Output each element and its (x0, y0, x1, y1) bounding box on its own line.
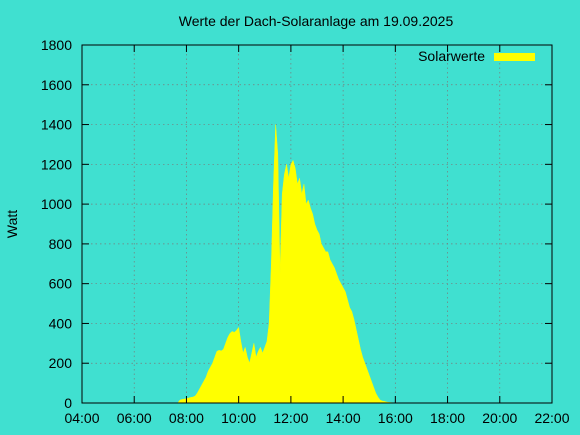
x-tick-label: 20:00 (482, 410, 517, 426)
legend-swatch (494, 53, 535, 61)
legend: Solarwerte (418, 48, 535, 64)
y-tick-label: 1400 (41, 117, 72, 133)
plot-frame (81, 44, 553, 404)
y-tick-label: 1600 (41, 77, 72, 93)
y-tick-label: 1800 (41, 37, 72, 53)
x-tick-label: 22:00 (534, 410, 569, 426)
x-tick-label: 12:00 (273, 410, 308, 426)
y-tick-label: 0 (64, 395, 72, 411)
legend-label: Solarwerte (418, 48, 485, 64)
y-tick-label: 400 (49, 315, 73, 331)
x-tick-label: 06:00 (117, 410, 152, 426)
x-tick-label: 08:00 (169, 410, 204, 426)
y-tick-label: 800 (49, 236, 73, 252)
x-tick-label: 16:00 (378, 410, 413, 426)
x-tick-label: 14:00 (326, 410, 361, 426)
y-tick-label: 600 (49, 276, 73, 292)
y-tick-label: 200 (49, 355, 73, 371)
x-tick-label: 04:00 (64, 410, 99, 426)
y-axis: 0 200 400 600 800 1000 1200 1400 1600 1800 (41, 37, 552, 411)
x-tick-label: 10:00 (221, 410, 256, 426)
y-tick-label: 1200 (41, 156, 72, 172)
y-tick-label: 1000 (41, 196, 72, 212)
chart-title: Werte der Dach-Solaranlage am 19.09.2025 (179, 13, 454, 29)
x-tick-label: 18:00 (430, 410, 465, 426)
x-axis: 04:00 06:00 08:00 10:00 12:00 14:00 16:00 18:00… (64, 45, 570, 426)
y-axis-label: Watt (4, 210, 20, 238)
